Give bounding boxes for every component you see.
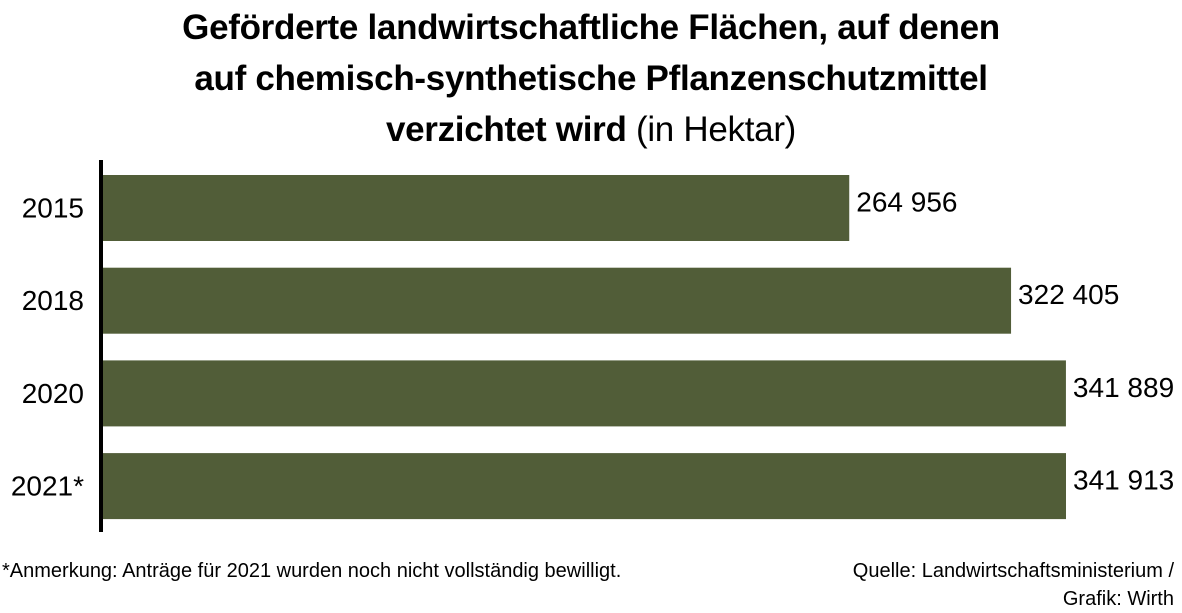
category-label: 2015 (22, 193, 84, 224)
footnote: *Anmerkung: Anträge für 2021 wurden noch… (2, 560, 622, 582)
bar-2021 (103, 453, 1066, 520)
chart-title: Geförderte landwirtschaftliche Flächen, … (0, 2, 1182, 155)
chart-title-line-2: auf chemisch-synthetische Pflanzenschutz… (194, 59, 988, 98)
bar-2020 (103, 360, 1066, 427)
category-label: 2021* (11, 471, 84, 502)
value-label: 322 405 (1018, 279, 1119, 310)
chart-title-line-1: Geförderte landwirtschaftliche Flächen, … (182, 8, 1000, 47)
chart-title-unit: (in Hektar) (635, 110, 797, 149)
source-line: Quelle: Landwirtschaftsministerium / (852, 560, 1174, 582)
graphic-credit-line: Grafik: Wirth (1062, 588, 1174, 610)
value-label: 341 889 (1073, 372, 1174, 403)
source-credit: Quelle: Landwirtschaftsministerium / Gra… (853, 557, 1174, 613)
chart-title-main: verzichtet wird (385, 110, 627, 149)
value-label: 264 956 (856, 187, 957, 218)
bar-2018 (103, 267, 1012, 334)
chart-title-line-3: verzichtet wird (in Hektar) (0, 104, 1182, 155)
bar-2015 (103, 175, 850, 241)
category-label: 2018 (22, 285, 84, 316)
category-label: 2020 (22, 378, 84, 409)
value-label: 341 913 (1073, 465, 1174, 496)
